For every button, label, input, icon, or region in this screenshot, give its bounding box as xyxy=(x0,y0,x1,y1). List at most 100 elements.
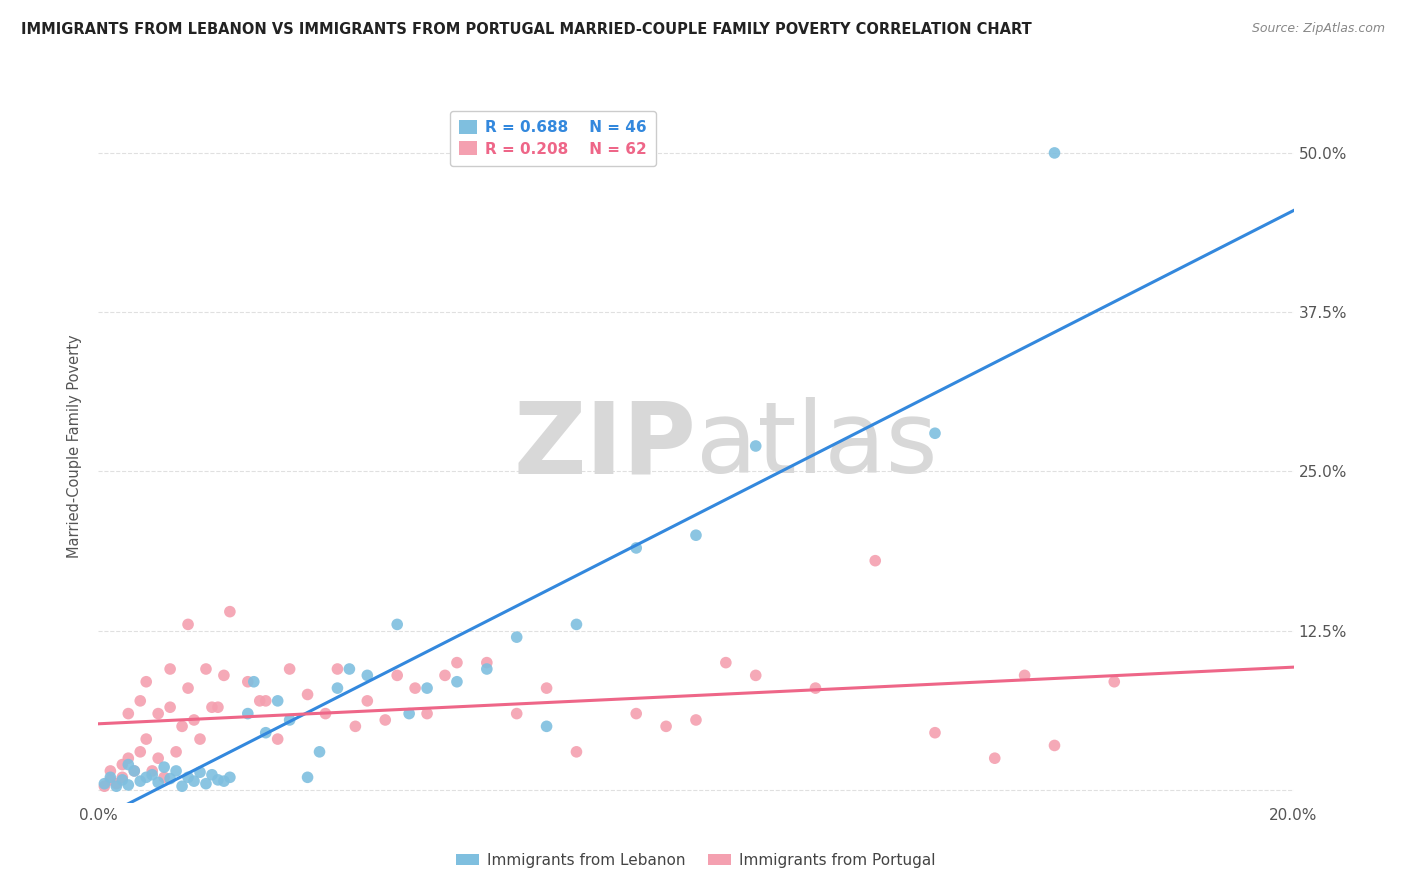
Point xyxy=(129,774,152,789)
Point xyxy=(177,617,200,632)
Point xyxy=(165,745,187,759)
Point xyxy=(536,719,558,733)
Point xyxy=(446,674,468,689)
Point xyxy=(565,617,588,632)
Point xyxy=(111,770,134,784)
Point xyxy=(374,713,396,727)
Point xyxy=(326,662,349,676)
Point xyxy=(924,725,946,739)
Point xyxy=(655,719,678,733)
Point xyxy=(1043,739,1066,753)
Point xyxy=(278,713,301,727)
Point xyxy=(404,681,426,695)
Point xyxy=(416,681,439,695)
Point xyxy=(506,630,529,644)
Point xyxy=(506,706,529,721)
Point xyxy=(148,706,170,721)
Point xyxy=(177,770,200,784)
Point xyxy=(135,770,157,784)
Point xyxy=(626,706,648,721)
Text: atlas: atlas xyxy=(696,398,938,494)
Y-axis label: Married-Couple Family Poverty: Married-Couple Family Poverty xyxy=(67,334,83,558)
Legend: Immigrants from Lebanon, Immigrants from Portugal: Immigrants from Lebanon, Immigrants from… xyxy=(450,847,942,873)
Point xyxy=(685,528,707,542)
Point xyxy=(475,662,498,676)
Point xyxy=(212,774,235,789)
Point xyxy=(219,770,242,784)
Point xyxy=(98,772,122,787)
Point xyxy=(685,713,707,727)
Point xyxy=(1014,668,1036,682)
Point xyxy=(297,770,319,784)
Point xyxy=(117,706,139,721)
Text: Source: ZipAtlas.com: Source: ZipAtlas.com xyxy=(1251,22,1385,36)
Point xyxy=(416,706,439,721)
Point xyxy=(117,757,139,772)
Point xyxy=(536,681,558,695)
Point xyxy=(212,668,235,682)
Point xyxy=(243,674,266,689)
Point xyxy=(745,439,768,453)
Point xyxy=(356,694,378,708)
Point xyxy=(297,688,319,702)
Point xyxy=(172,719,194,733)
Point xyxy=(924,426,946,441)
Point xyxy=(249,694,271,708)
Point xyxy=(356,668,378,682)
Point xyxy=(141,768,163,782)
Point xyxy=(105,779,128,793)
Point xyxy=(117,751,139,765)
Point xyxy=(141,764,163,778)
Point xyxy=(98,764,122,778)
Point xyxy=(254,694,277,708)
Point xyxy=(129,694,152,708)
Point xyxy=(278,662,301,676)
Text: ZIP: ZIP xyxy=(513,398,696,494)
Point xyxy=(159,772,181,786)
Point xyxy=(111,772,134,787)
Point xyxy=(207,772,229,787)
Point xyxy=(236,706,259,721)
Point xyxy=(135,674,157,689)
Point xyxy=(129,745,152,759)
Point xyxy=(183,713,205,727)
Point xyxy=(344,719,367,733)
Point xyxy=(111,757,134,772)
Point xyxy=(308,745,330,759)
Point xyxy=(804,681,827,695)
Point xyxy=(201,700,224,714)
Point xyxy=(183,774,205,789)
Point xyxy=(267,694,290,708)
Point xyxy=(93,779,115,793)
Point xyxy=(714,656,737,670)
Point xyxy=(188,732,211,747)
Point xyxy=(105,777,128,791)
Point xyxy=(326,681,349,695)
Point xyxy=(1043,145,1066,160)
Point xyxy=(219,605,242,619)
Point xyxy=(148,775,170,789)
Point xyxy=(236,674,259,689)
Point xyxy=(93,777,115,791)
Point xyxy=(117,778,139,792)
Point xyxy=(398,706,420,721)
Point xyxy=(626,541,648,555)
Point xyxy=(339,662,361,676)
Point xyxy=(385,668,409,682)
Point xyxy=(984,751,1007,765)
Point xyxy=(195,777,218,791)
Text: IMMIGRANTS FROM LEBANON VS IMMIGRANTS FROM PORTUGAL MARRIED-COUPLE FAMILY POVERT: IMMIGRANTS FROM LEBANON VS IMMIGRANTS FR… xyxy=(21,22,1032,37)
Point xyxy=(177,681,200,695)
Point xyxy=(153,760,176,774)
Point xyxy=(267,732,290,747)
Point xyxy=(201,768,224,782)
Point xyxy=(195,662,218,676)
Point xyxy=(148,751,170,765)
Point xyxy=(153,770,176,784)
Point xyxy=(159,662,181,676)
Point xyxy=(188,765,211,780)
Point xyxy=(124,764,146,778)
Point xyxy=(165,764,187,778)
Point xyxy=(1104,674,1126,689)
Point xyxy=(98,770,122,784)
